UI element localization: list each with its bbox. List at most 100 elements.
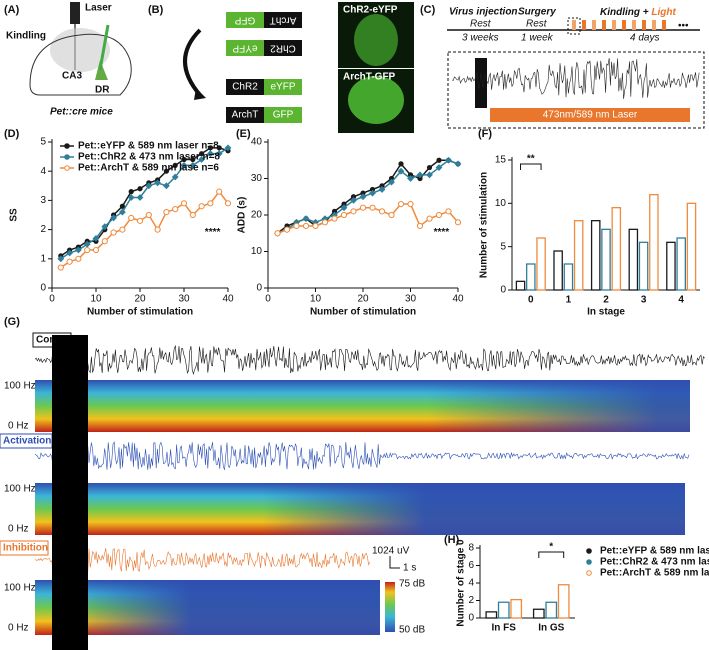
point (331, 215, 338, 222)
legend-label: Pet::eYFP & 589 nm laser (600, 546, 709, 557)
eeg-trace (34, 344, 705, 375)
point (398, 161, 404, 167)
x-axis-label: Number of stimulation (310, 307, 416, 318)
significance-bracket (538, 551, 565, 558)
label: Virus injection (449, 7, 518, 18)
electrode (98, 24, 110, 71)
point (341, 201, 347, 207)
y-tick-label: 4 (468, 578, 474, 589)
point (369, 186, 376, 193)
construct-text: GFP (273, 110, 294, 121)
legend-label: Pet::ArchT & 589 nm lase (600, 568, 709, 579)
point (426, 164, 433, 171)
point (57, 255, 65, 263)
kindling-tick (642, 20, 646, 30)
scale-bar (389, 556, 400, 569)
scale-label: 1024 uV (372, 546, 410, 557)
bar (497, 601, 510, 619)
point (454, 160, 462, 168)
point (180, 161, 188, 169)
bar (638, 241, 649, 291)
bar (557, 584, 570, 619)
bar (666, 241, 676, 291)
point (180, 200, 188, 207)
panel-label: (H) (444, 534, 460, 546)
eeg-trace (34, 441, 690, 471)
label: DR (95, 85, 110, 96)
point (181, 156, 187, 163)
x-tick-label: 4 (678, 295, 684, 306)
bar (601, 228, 611, 291)
kindling-tick (572, 20, 576, 30)
point (189, 211, 196, 219)
construct-text: ArchT (270, 14, 297, 25)
spectrogram-fade (35, 483, 685, 535)
y-tick-label: 15 (495, 155, 507, 166)
point (198, 203, 205, 210)
annotation: **** (205, 227, 221, 238)
kindling-tick (622, 20, 626, 30)
image-signal (354, 14, 398, 66)
image-label: ArchT-GFP (343, 72, 396, 83)
point (350, 194, 357, 200)
point (75, 255, 82, 262)
point (359, 204, 367, 211)
point (57, 264, 64, 271)
y-tick-label: 30 (251, 173, 263, 184)
x-tick-label: 30 (178, 294, 190, 305)
legend-label: Pet::ChR2 & 473 nm laser n=8 (78, 152, 220, 163)
point (369, 189, 376, 197)
image-signal (348, 76, 404, 124)
point (154, 226, 161, 233)
colorbar-label: 75 dB (399, 579, 425, 590)
construct-text: eYFP (270, 82, 295, 93)
construct-text: ChR2 (270, 42, 296, 53)
y-tick-label: 6 (468, 560, 474, 571)
point (397, 167, 405, 175)
construct-text: ChR2 (232, 82, 258, 93)
point (216, 145, 222, 151)
point (274, 230, 281, 237)
point (136, 194, 144, 201)
point (350, 197, 357, 204)
x-tick-label: 10 (310, 294, 322, 305)
bar (510, 598, 523, 619)
point (92, 246, 100, 254)
x-tick-label: 40 (222, 294, 234, 305)
point (331, 208, 338, 214)
label: Pet::cre mice (50, 107, 113, 118)
arrow (183, 28, 202, 97)
kindling-tick (612, 20, 616, 30)
y-tick-label: 5 (500, 241, 506, 252)
point (198, 156, 205, 163)
point (128, 214, 135, 222)
x-tick-label: 40 (452, 294, 464, 305)
x-tick-label: In FS (492, 623, 517, 634)
point (66, 258, 73, 265)
point (312, 222, 319, 230)
point (110, 214, 117, 222)
row-label-box (0, 540, 49, 556)
series-line (60, 190, 229, 269)
scale-label: 1 s (403, 563, 416, 574)
point (190, 156, 196, 163)
freq-label: 0 Hz (8, 524, 29, 535)
point (207, 150, 214, 158)
point (378, 186, 386, 193)
point (119, 208, 126, 216)
point (397, 200, 405, 208)
point (407, 172, 414, 178)
kindling-tick (592, 20, 596, 30)
freq-label: 100 Hz (4, 583, 36, 594)
colorbar-label: 50 dB (399, 625, 425, 636)
panel-a: (A) Laser Kindling CA3 DR Pet::cre mice (4, 2, 132, 118)
point (163, 182, 170, 190)
x-tick-label: 20 (357, 294, 369, 305)
x-axis-label: In stage (587, 307, 625, 318)
y-tick-label: 10 (251, 246, 263, 257)
point (293, 222, 300, 230)
point (445, 156, 452, 164)
point (145, 182, 153, 190)
x-tick-label: 1 (566, 295, 572, 306)
x-axis-label: Number of stimulation (87, 307, 193, 318)
